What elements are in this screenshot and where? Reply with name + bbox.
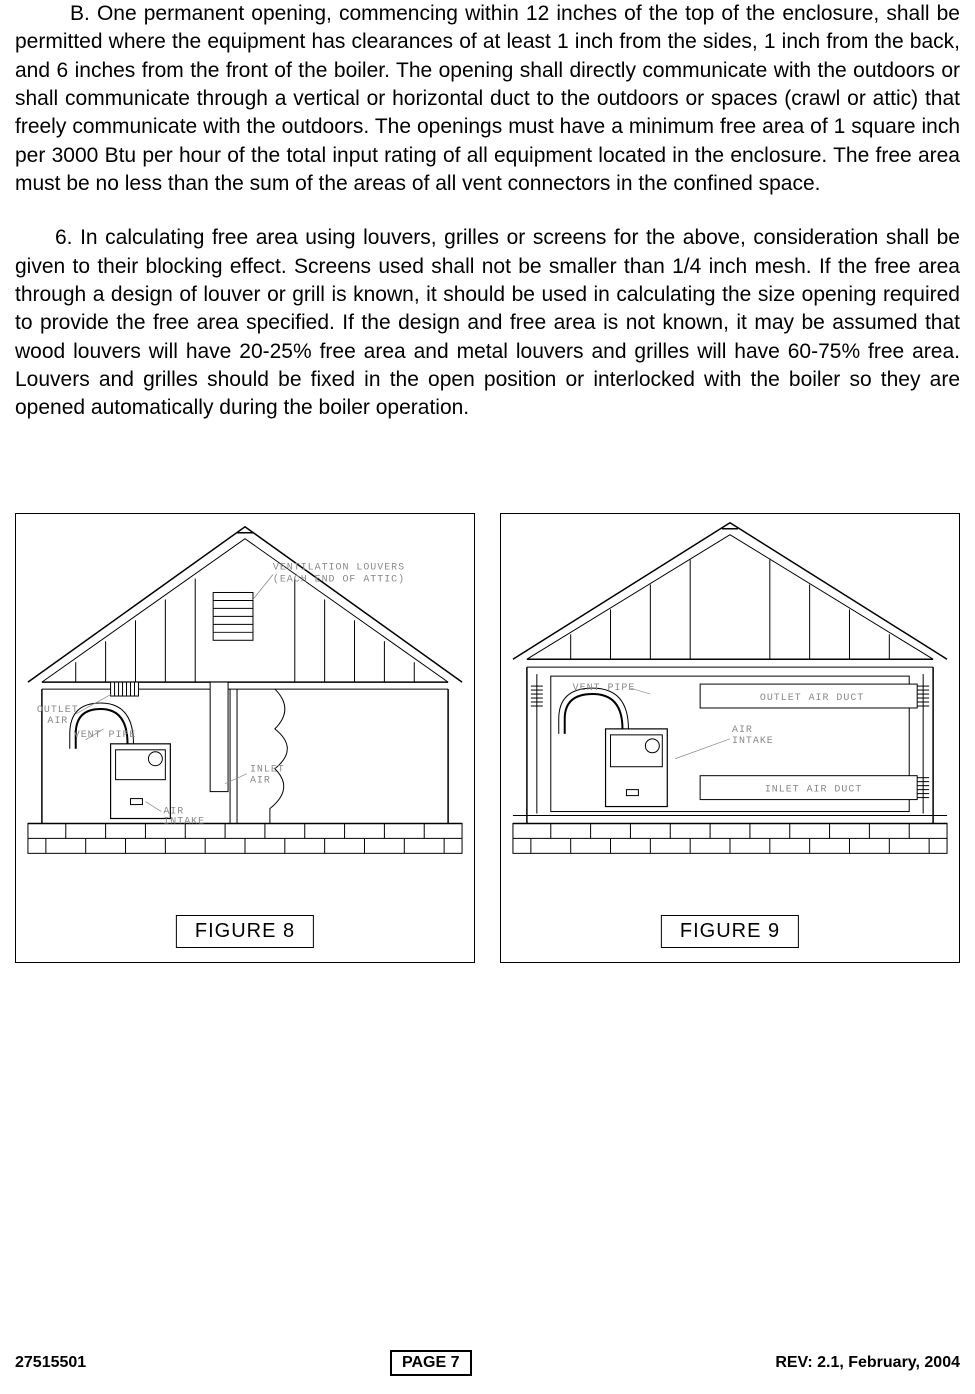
label-vent-pipe-9: VENT PIPE (573, 682, 636, 693)
footer-revision: REV: 2.1, February, 2004 (775, 1354, 960, 1372)
label-inlet-air-1: INLET (250, 764, 285, 775)
figure-8-box: VENTILATION LOUVERS (EACH END OF ATTIC) (15, 513, 475, 963)
footer-doc-id: 27515501 (15, 1354, 86, 1372)
figures-row: VENTILATION LOUVERS (EACH END OF ATTIC) (15, 513, 960, 963)
label-ventilation-louvers-1: VENTILATION LOUVERS (273, 561, 405, 572)
label-outlet-air-2: AIR (47, 715, 68, 726)
paragraph-6: 6. In calculating free area using louver… (15, 224, 960, 422)
label-outlet-air-duct: OUTLET AIR DUCT (760, 692, 864, 703)
page-footer: 27515501 PAGE 7 REV: 2.1, February, 2004 (15, 1350, 960, 1376)
figure-9-diagram: OUTLET AIR DUCT INLET AIR DUCT VENT PIPE… (501, 514, 959, 894)
figure-8-diagram: VENTILATION LOUVERS (EACH END OF ATTIC) (16, 514, 474, 894)
label-inlet-air-2: AIR (250, 774, 271, 785)
paragraph-b: B. One permanent opening, commencing wit… (15, 0, 960, 198)
label-air-intake-2-9: INTAKE (732, 735, 774, 746)
figure-9-caption: FIGURE 9 (661, 915, 799, 948)
label-air-intake-1-9: AIR (732, 724, 753, 735)
figure-8-caption: FIGURE 8 (176, 915, 314, 948)
label-vent-pipe-8: VENT PIPE (74, 729, 137, 740)
label-outlet-air-1: OUTLET (37, 704, 79, 715)
label-ventilation-louvers-2: (EACH END OF ATTIC) (273, 573, 405, 584)
label-inlet-air-duct: INLET AIR DUCT (765, 783, 862, 794)
footer-page-badge: PAGE 7 (390, 1350, 472, 1376)
figure-9-box: OUTLET AIR DUCT INLET AIR DUCT VENT PIPE… (500, 513, 960, 963)
label-air-intake-2-8: INTAKE (163, 815, 205, 826)
